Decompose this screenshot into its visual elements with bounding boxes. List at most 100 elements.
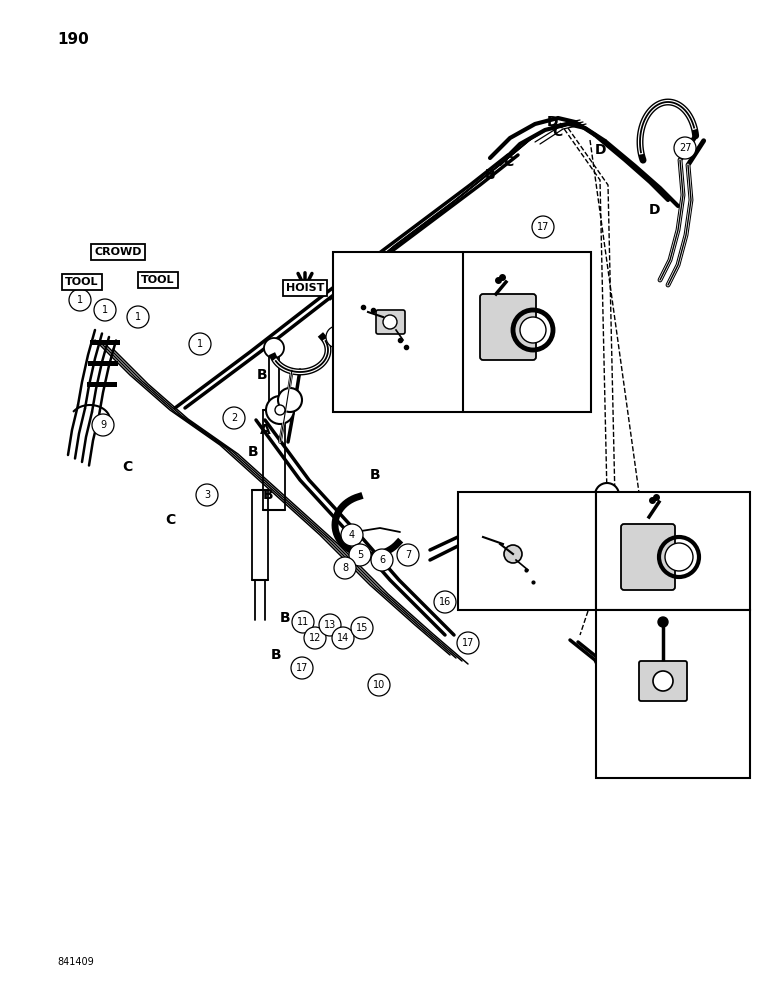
- Circle shape: [304, 627, 326, 649]
- Text: B: B: [484, 168, 495, 182]
- Text: 841409: 841409: [57, 957, 94, 967]
- Text: C: C: [122, 460, 132, 474]
- Bar: [112, 340, 120, 345]
- Text: A: A: [260, 423, 271, 437]
- Text: C: C: [608, 613, 620, 631]
- Text: E: E: [562, 520, 572, 534]
- Text: TOOL: TOOL: [66, 277, 99, 287]
- Text: 32: 32: [691, 647, 704, 657]
- FancyBboxPatch shape: [376, 310, 405, 334]
- Text: HOIST: HOIST: [285, 283, 324, 293]
- Text: 11: 11: [297, 617, 309, 627]
- Circle shape: [674, 137, 696, 159]
- Text: B: B: [370, 468, 381, 482]
- Circle shape: [334, 557, 356, 579]
- Circle shape: [189, 333, 211, 355]
- Bar: [94, 382, 102, 387]
- Text: B: B: [280, 611, 290, 625]
- Circle shape: [275, 405, 285, 415]
- Text: C: C: [503, 155, 513, 169]
- Text: 7: 7: [405, 550, 411, 560]
- Text: 10: 10: [373, 680, 385, 690]
- Text: 35: 35: [387, 305, 399, 315]
- Bar: [108, 382, 116, 387]
- Circle shape: [326, 326, 348, 348]
- Circle shape: [349, 544, 371, 566]
- Text: C: C: [165, 513, 176, 527]
- Text: B: B: [271, 648, 282, 662]
- Text: 4: 4: [349, 530, 355, 540]
- Text: 33: 33: [372, 289, 384, 299]
- Bar: [90, 340, 98, 345]
- Circle shape: [397, 544, 419, 566]
- Circle shape: [371, 549, 393, 571]
- Text: 1: 1: [102, 305, 108, 315]
- Text: E: E: [345, 253, 356, 271]
- Text: 2: 2: [231, 413, 237, 423]
- Text: 190: 190: [57, 32, 89, 47]
- Text: D: D: [637, 723, 649, 737]
- Text: 36: 36: [397, 322, 410, 332]
- Circle shape: [658, 617, 668, 627]
- Text: 19: 19: [478, 527, 491, 537]
- Text: 8: 8: [342, 563, 348, 573]
- Text: D: D: [602, 531, 614, 545]
- Circle shape: [319, 614, 341, 636]
- Text: 34: 34: [342, 292, 354, 302]
- Circle shape: [196, 484, 218, 506]
- Circle shape: [653, 671, 673, 691]
- Text: B: B: [257, 368, 268, 382]
- Bar: [458, 492, 596, 610]
- Circle shape: [368, 674, 390, 696]
- Bar: [87, 382, 94, 387]
- Text: D: D: [478, 253, 491, 271]
- Circle shape: [434, 591, 456, 613]
- Circle shape: [291, 657, 313, 679]
- Text: 25: 25: [707, 720, 720, 730]
- Text: D: D: [548, 115, 558, 129]
- Circle shape: [520, 317, 546, 343]
- Text: 22: 22: [629, 590, 642, 600]
- Text: 17: 17: [537, 222, 549, 232]
- Circle shape: [341, 524, 363, 546]
- Circle shape: [92, 414, 114, 436]
- Bar: [596, 492, 750, 610]
- Text: B: B: [263, 488, 273, 502]
- Circle shape: [639, 744, 665, 770]
- Text: B: B: [608, 493, 621, 511]
- FancyBboxPatch shape: [639, 661, 687, 701]
- Text: D: D: [594, 143, 606, 157]
- Text: 12: 12: [309, 633, 321, 643]
- Text: 29: 29: [475, 355, 488, 365]
- Circle shape: [383, 315, 397, 329]
- Text: 17: 17: [296, 663, 308, 673]
- Text: TOOL: TOOL: [141, 275, 175, 285]
- Circle shape: [127, 306, 149, 328]
- Bar: [96, 361, 104, 366]
- Text: 1: 1: [197, 339, 203, 349]
- Text: 23: 23: [707, 549, 720, 559]
- Text: 5: 5: [357, 550, 363, 560]
- FancyBboxPatch shape: [621, 524, 675, 590]
- Text: C: C: [552, 125, 562, 139]
- Circle shape: [457, 632, 479, 654]
- Text: CROWD: CROWD: [94, 247, 142, 257]
- Circle shape: [686, 641, 708, 663]
- Text: D: D: [636, 515, 647, 529]
- Text: 31: 31: [489, 265, 501, 275]
- Circle shape: [94, 299, 116, 321]
- Text: 30: 30: [555, 307, 567, 317]
- Circle shape: [223, 407, 245, 429]
- Text: 20: 20: [523, 545, 535, 555]
- Text: 28: 28: [599, 550, 612, 560]
- Circle shape: [266, 396, 294, 424]
- Circle shape: [595, 483, 619, 507]
- Bar: [110, 361, 119, 366]
- Circle shape: [504, 545, 522, 563]
- Circle shape: [594, 544, 616, 566]
- Text: 27: 27: [679, 143, 691, 153]
- Text: 3: 3: [204, 490, 210, 500]
- Text: 21: 21: [536, 567, 548, 577]
- Circle shape: [292, 611, 314, 633]
- Circle shape: [332, 627, 354, 649]
